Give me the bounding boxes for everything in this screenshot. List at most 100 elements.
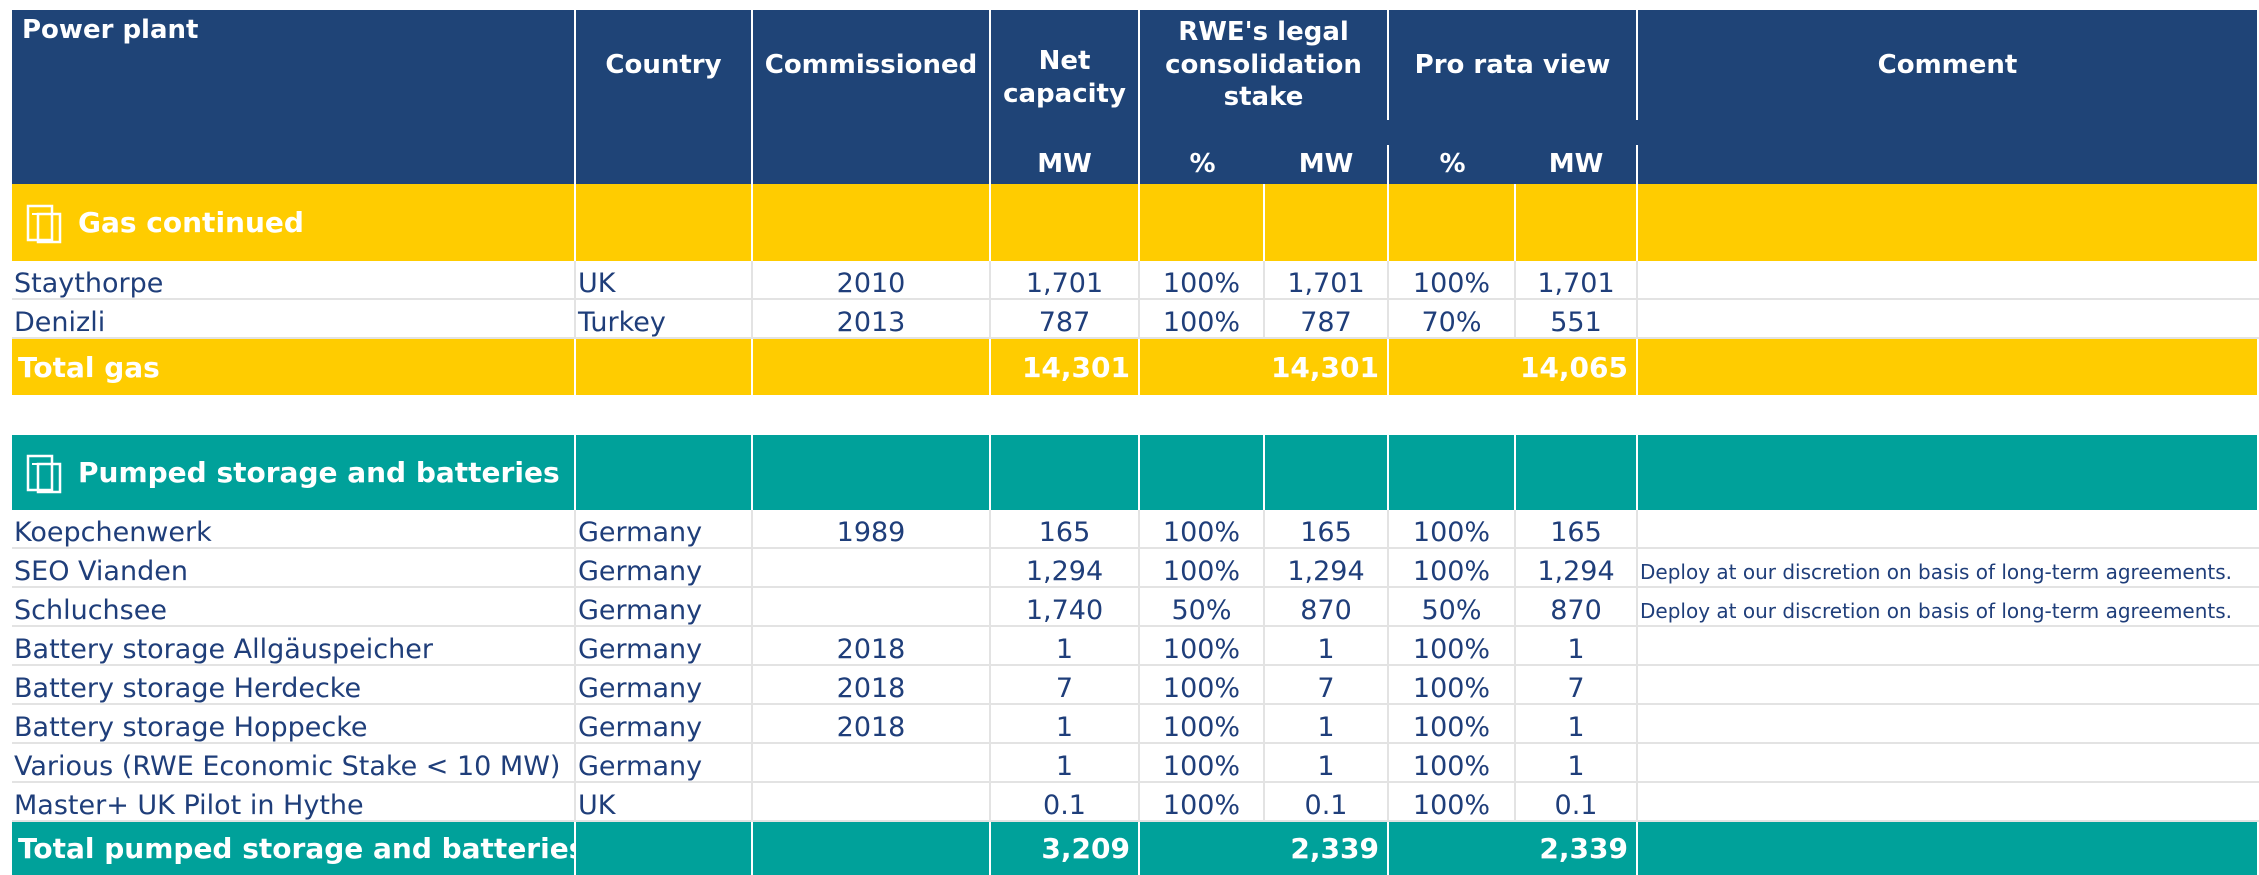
total-cell: [576, 339, 753, 395]
table-cell: 1,740: [991, 588, 1140, 627]
section-fill: [1389, 184, 1516, 261]
section-fill: [991, 435, 1140, 510]
table-cell: 50%: [1389, 588, 1516, 627]
table-cell: 870: [1516, 588, 1638, 627]
total-label: Total pumped storage and batteries: [12, 822, 576, 875]
table-cell: 100%: [1389, 549, 1516, 588]
section-icon: [26, 204, 62, 243]
table-cell: 100%: [1140, 261, 1265, 300]
total-cell: [1140, 822, 1265, 875]
header-cell: Net capacity: [991, 10, 1140, 145]
section-fill: [1389, 435, 1516, 510]
table-cell: Battery storage Herdecke: [12, 666, 576, 705]
section-fill: [1140, 184, 1265, 261]
table-cell: 787: [1265, 300, 1389, 339]
header-fill: [753, 120, 991, 184]
table-cell: [753, 783, 991, 822]
table-cell: 1: [1516, 744, 1638, 783]
header-cell: Comment: [1638, 10, 2259, 120]
table-cell: [1638, 510, 2259, 549]
section-fill: [1516, 435, 1638, 510]
section-fill: [1265, 184, 1389, 261]
table-cell: 100%: [1140, 627, 1265, 666]
table-cell: 100%: [1140, 510, 1265, 549]
table-cell: 100%: [1140, 783, 1265, 822]
header-fill: [1638, 120, 2259, 184]
header-fill: [576, 120, 753, 184]
table-cell: 870: [1265, 588, 1389, 627]
table-cell: 165: [1265, 510, 1389, 549]
table-cell: 1989: [753, 510, 991, 549]
table-cell: 1: [991, 744, 1140, 783]
table-cell: Germany: [576, 549, 753, 588]
table-cell: 100%: [1140, 666, 1265, 705]
section-fill: [1140, 435, 1265, 510]
total-label: Total gas: [12, 339, 576, 395]
table-cell: 1,701: [1516, 261, 1638, 300]
table-cell: [753, 549, 991, 588]
total-cell: 2,339: [1516, 822, 1638, 875]
table-cell: Various (RWE Economic Stake < 10 MW): [12, 744, 576, 783]
table-cell: 100%: [1389, 744, 1516, 783]
header-cell: Country: [576, 10, 753, 120]
unit-label: MW: [991, 145, 1140, 184]
table-cell: 2018: [753, 705, 991, 744]
total-cell: 3,209: [991, 822, 1140, 875]
total-cell: [753, 339, 991, 395]
total-cell: 14,301: [1265, 339, 1389, 395]
total-cell: 14,065: [1516, 339, 1638, 395]
table-cell: 1: [1516, 705, 1638, 744]
table-cell: 1: [991, 627, 1140, 666]
table-cell: 1: [1265, 627, 1389, 666]
section-fill: [1638, 435, 2259, 510]
total-cell: 2,339: [1265, 822, 1389, 875]
table-cell: 100%: [1389, 705, 1516, 744]
table-cell: 70%: [1389, 300, 1516, 339]
unit-label: %: [1140, 145, 1265, 184]
table-cell: 2010: [753, 261, 991, 300]
table-cell: 2018: [753, 666, 991, 705]
section-icon: [26, 454, 62, 493]
unit-label: MW: [1516, 145, 1638, 184]
table-cell: 100%: [1140, 744, 1265, 783]
header-cell: RWE's legal consolidation stake: [1140, 10, 1389, 120]
table-cell: 1: [1265, 705, 1389, 744]
table-cell: Battery storage Hoppecke: [12, 705, 576, 744]
table-cell: 7: [1265, 666, 1389, 705]
table-cell: [1638, 666, 2259, 705]
table-cell: 165: [1516, 510, 1638, 549]
section-title: Pumped storage and batteries: [12, 435, 576, 510]
section-fill: [991, 184, 1140, 261]
table-cell: Germany: [576, 666, 753, 705]
table-cell: Master+ UK Pilot in Hythe: [12, 783, 576, 822]
table-cell: 100%: [1389, 261, 1516, 300]
section-fill: [576, 184, 753, 261]
section-fill: [1516, 184, 1638, 261]
table-cell: 1: [1516, 627, 1638, 666]
table-cell: 165: [991, 510, 1140, 549]
table-cell: 551: [1516, 300, 1638, 339]
table-cell: Denizli: [12, 300, 576, 339]
total-cell: [1638, 822, 2259, 875]
total-cell: [1389, 339, 1516, 395]
table-cell: 1,294: [1265, 549, 1389, 588]
header-cell: Pro rata view: [1389, 10, 1638, 120]
table-cell: Deploy at our discretion on basis of lon…: [1638, 549, 2259, 588]
table-cell: 7: [991, 666, 1140, 705]
table-cell: 100%: [1140, 549, 1265, 588]
table-cell: 1: [991, 705, 1140, 744]
table-cell: Turkey: [576, 300, 753, 339]
section-title: Gas continued: [12, 184, 576, 261]
table-cell: 7: [1516, 666, 1638, 705]
total-cell: [753, 822, 991, 875]
table-cell: 1: [1265, 744, 1389, 783]
table-cell: 0.1: [991, 783, 1140, 822]
total-cell: 14,301: [991, 339, 1140, 395]
total-cell: [1389, 822, 1516, 875]
table-cell: 1,701: [991, 261, 1140, 300]
table-cell: Germany: [576, 744, 753, 783]
table-cell: [1638, 705, 2259, 744]
section-fill: [576, 435, 753, 510]
table-cell: 100%: [1389, 510, 1516, 549]
